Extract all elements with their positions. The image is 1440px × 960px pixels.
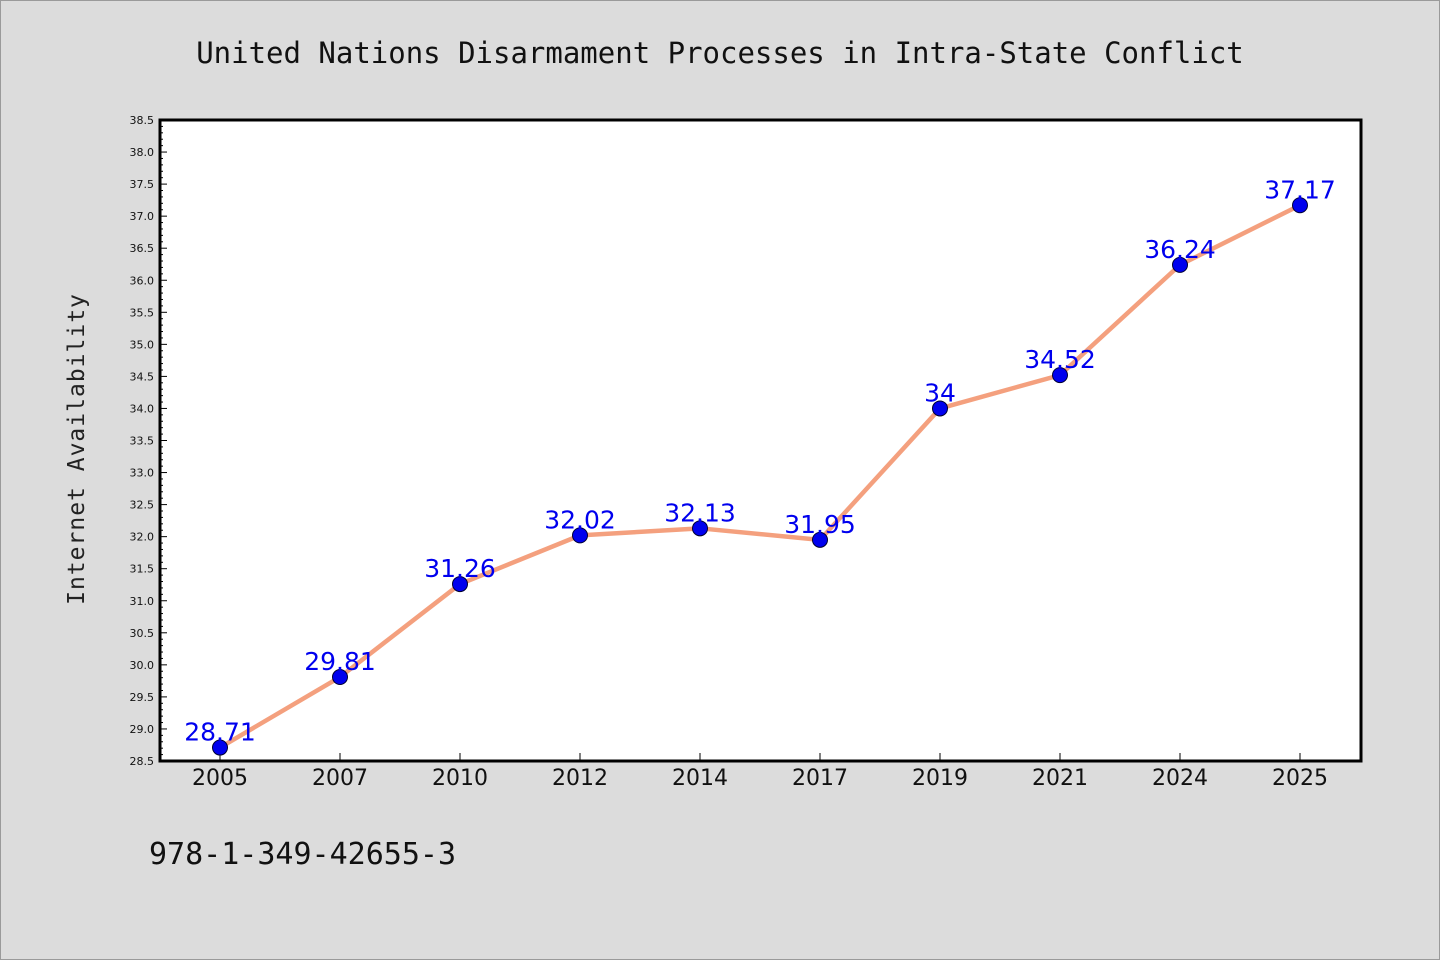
data-label: 34: [924, 378, 956, 407]
y-tick-label: 34.5: [130, 370, 155, 383]
series-layer: 28.71 29.81 31.26 32.02 32.13 31.95 34 34.52 36.…: [184, 175, 1336, 756]
x-tick-label: 2014: [672, 766, 728, 791]
y-tick-label: 29.0: [130, 723, 155, 736]
plot-area: [158, 118, 1363, 763]
data-label: 29.81: [304, 647, 376, 676]
y-tick-label: 36.0: [130, 274, 155, 287]
y-tick-label: 33.5: [130, 435, 155, 448]
y-tick-label: 29.5: [130, 691, 155, 704]
y-tick-label: 30.0: [130, 659, 155, 672]
x-tick-label: 2017: [792, 766, 848, 791]
data-label: 32.02: [544, 505, 616, 534]
y-tick-label: 37.5: [130, 178, 155, 191]
data-label: 32.13: [664, 498, 736, 527]
y-tick-label: 36.5: [130, 242, 155, 255]
y-tick-label: 34.0: [130, 402, 155, 415]
data-label: 28.71: [184, 718, 256, 747]
y-tick-label: 31.5: [130, 563, 155, 576]
y-axis-label: Internet Availability: [64, 293, 90, 605]
y-tick-label: 38.5: [130, 114, 155, 127]
data-point: [932, 400, 948, 417]
x-tick-label: 2025: [1272, 766, 1328, 791]
data-point: [1292, 197, 1308, 214]
data-point: [332, 669, 348, 686]
data-label: 31.26: [424, 554, 496, 583]
y-tick-label: 32.5: [130, 499, 155, 512]
y-tick-label: 35.0: [130, 338, 155, 351]
x-tick-label: 2019: [912, 766, 968, 791]
x-tick-label: 2021: [1032, 766, 1088, 791]
y-tick-label: 28.5: [130, 755, 155, 768]
y-tick-label: 38.0: [130, 146, 155, 159]
y-tick-label: 30.5: [130, 627, 155, 640]
isbn-footer: 978-1-349-42655-3: [149, 837, 456, 872]
data-point: [1052, 367, 1068, 384]
y-tick-label: 35.5: [130, 306, 155, 319]
data-point: [1172, 256, 1188, 273]
y-tick-label: 31.0: [130, 595, 155, 608]
data-point: [212, 739, 228, 756]
chart-title: United Nations Disarmament Processes in …: [196, 36, 1244, 70]
x-tick-label: 2010: [432, 766, 488, 791]
x-tick-label: 2012: [552, 766, 608, 791]
y-axis: 28.5 29.0 29.5 30.0 30.5 31.0 31.5 32.0 32.5 33.0…: [130, 114, 167, 768]
data-label: 34.52: [1024, 345, 1096, 374]
data-label: 37.17: [1264, 175, 1336, 204]
y-tick-label: 37.0: [130, 210, 155, 223]
x-tick-label: 2007: [312, 766, 368, 791]
x-tick-label: 2005: [192, 766, 248, 791]
x-axis: 2005 2007 2010 2012 2014 2017 2019 2021 2024 2025: [192, 753, 1328, 791]
x-tick-label: 2024: [1152, 766, 1208, 791]
data-label: 31.95: [784, 510, 856, 539]
data-label: 36.24: [1144, 235, 1216, 264]
data-point: [572, 527, 588, 544]
data-point: [812, 531, 828, 548]
y-tick-label: 33.0: [130, 467, 155, 480]
data-point: [452, 576, 468, 593]
data-point: [692, 520, 708, 537]
series-line: [217, 203, 1303, 750]
y-tick-label: 32.0: [130, 531, 155, 544]
